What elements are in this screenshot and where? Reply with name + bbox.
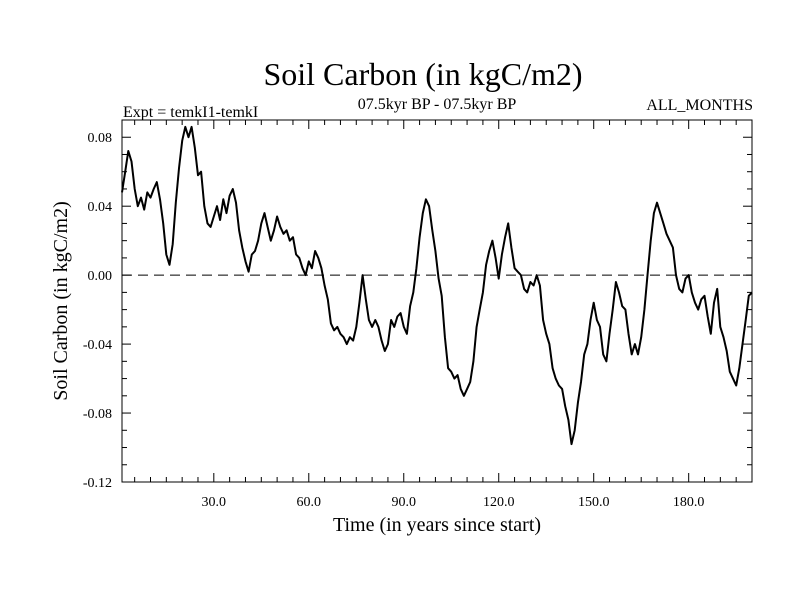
y-tick-label: -0.12 — [83, 476, 112, 491]
y-axis-label: Soil Carbon (in kgC/m2) — [50, 201, 72, 400]
y-tick-label: 0.00 — [88, 269, 113, 284]
axis-tick-labels: 30.0 60.0 90.0 120.0 150.0 180.0 -0.12 -0.08 -0.… — [83, 131, 705, 510]
x-tick-label: 150.0 — [578, 495, 610, 510]
axis-ticks — [122, 119, 752, 483]
y-tick-label: 0.08 — [88, 131, 113, 146]
plot-frame — [121, 119, 753, 483]
x-axis-label: Time (in years since start) — [333, 514, 541, 536]
x-tick-label: 120.0 — [483, 495, 515, 510]
months-label: ALL_MONTHS — [646, 97, 753, 114]
y-tick-label: -0.08 — [83, 407, 112, 422]
y-tick-label: 0.04 — [88, 200, 113, 215]
chart-title: Soil Carbon (in kgC/m2) — [263, 56, 582, 92]
x-tick-label: 60.0 — [297, 495, 322, 510]
period-label: 07.5kyr BP - 07.5kyr BP — [358, 96, 517, 113]
x-tick-label: 30.0 — [202, 495, 227, 510]
x-tick-label: 90.0 — [392, 495, 417, 510]
x-tick-label: 180.0 — [673, 495, 705, 510]
series-line-soil-carbon — [121, 125, 753, 446]
expt-label: Expt = temkI1-temkI — [123, 104, 258, 121]
y-tick-label: -0.04 — [83, 338, 112, 353]
